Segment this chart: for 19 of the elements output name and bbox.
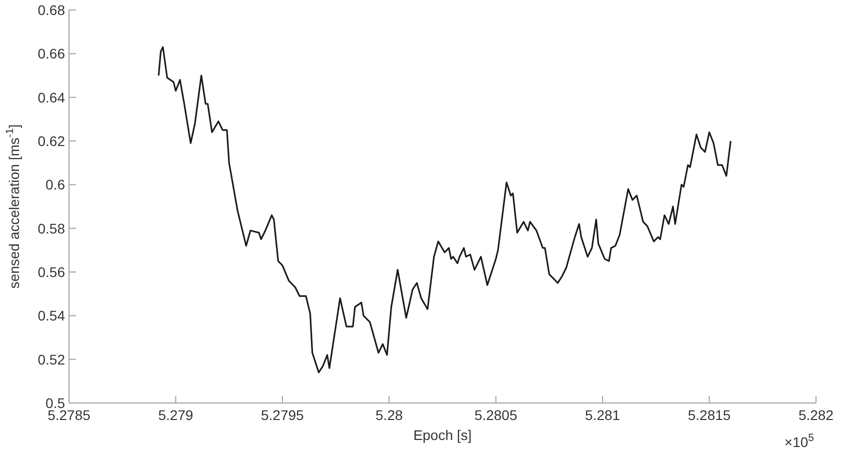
x-tick-label: 5.281 <box>585 407 620 423</box>
y-tick-label: 0.54 <box>38 308 66 324</box>
y-tick-label: 0.56 <box>38 264 66 280</box>
y-tick-label: 0.68 <box>38 2 66 18</box>
text: ×10$^{5}$ <box>784 432 814 450</box>
x-tick-label: 5.2795 <box>261 407 304 423</box>
x-tick-label: 5.2805 <box>474 407 518 423</box>
y-tick-label: 0.52 <box>38 351 66 368</box>
y-tick-label: 0.64 <box>38 89 66 106</box>
line-series <box>158 46 732 374</box>
x-tick-label: 5.282 <box>798 407 834 423</box>
y-tick-label: 0.66 <box>38 46 66 62</box>
y-tick-label: 0.58 <box>38 220 66 236</box>
x-tick-label: 5.279 <box>158 407 194 423</box>
y-tick-label: 0.62 <box>38 133 66 149</box>
x-tick-label: 5.2815 <box>688 407 731 423</box>
y-tick-label: 0.6 <box>46 176 66 193</box>
x-tick-label: 5.28 <box>376 407 403 423</box>
x-axis-title: Epoch [s] <box>413 427 472 443</box>
